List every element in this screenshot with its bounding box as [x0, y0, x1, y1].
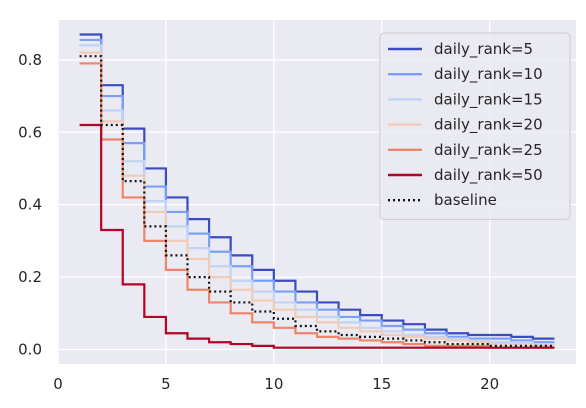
series-line [79, 51, 555, 347]
x-tick-label: 15 [372, 375, 391, 393]
legend-entry: daily_rank=10 [434, 65, 543, 84]
x-tick-label: 5 [161, 375, 171, 393]
y-tick-label: 0.6 [18, 123, 42, 141]
legend: daily_rank=5 daily_rank=10 daily_rank=15da… [379, 32, 571, 220]
series-line [79, 44, 555, 346]
y-tick-label: 0.8 [18, 51, 42, 69]
series-line [79, 123, 555, 349]
legend-entry: baseline [434, 191, 497, 209]
legend-box [379, 32, 571, 220]
y-tick-label: 0.2 [18, 268, 42, 286]
series-line [79, 55, 555, 347]
y-tick-label: 0.0 [18, 341, 42, 359]
legend-entry: daily_rank=5 [434, 40, 533, 59]
axes-labels: 0 5 10 15 20 0.0 0.2 0.4 0.6 0.8 [18, 51, 499, 393]
legend-entry: daily_rank=20 [434, 116, 543, 135]
legend-entry: daily_rank=50 [434, 166, 543, 185]
legend-entry: daily_rank=15 [434, 90, 543, 109]
x-tick-label: 10 [264, 375, 283, 393]
x-tick-label: 0 [53, 375, 63, 393]
series-line [79, 62, 555, 349]
y-tick-label: 0.4 [18, 196, 42, 214]
x-tick-label: 20 [480, 375, 499, 393]
series-line [79, 33, 555, 340]
series-line [79, 38, 555, 344]
legend-entry: daily_rank=25 [434, 141, 543, 160]
